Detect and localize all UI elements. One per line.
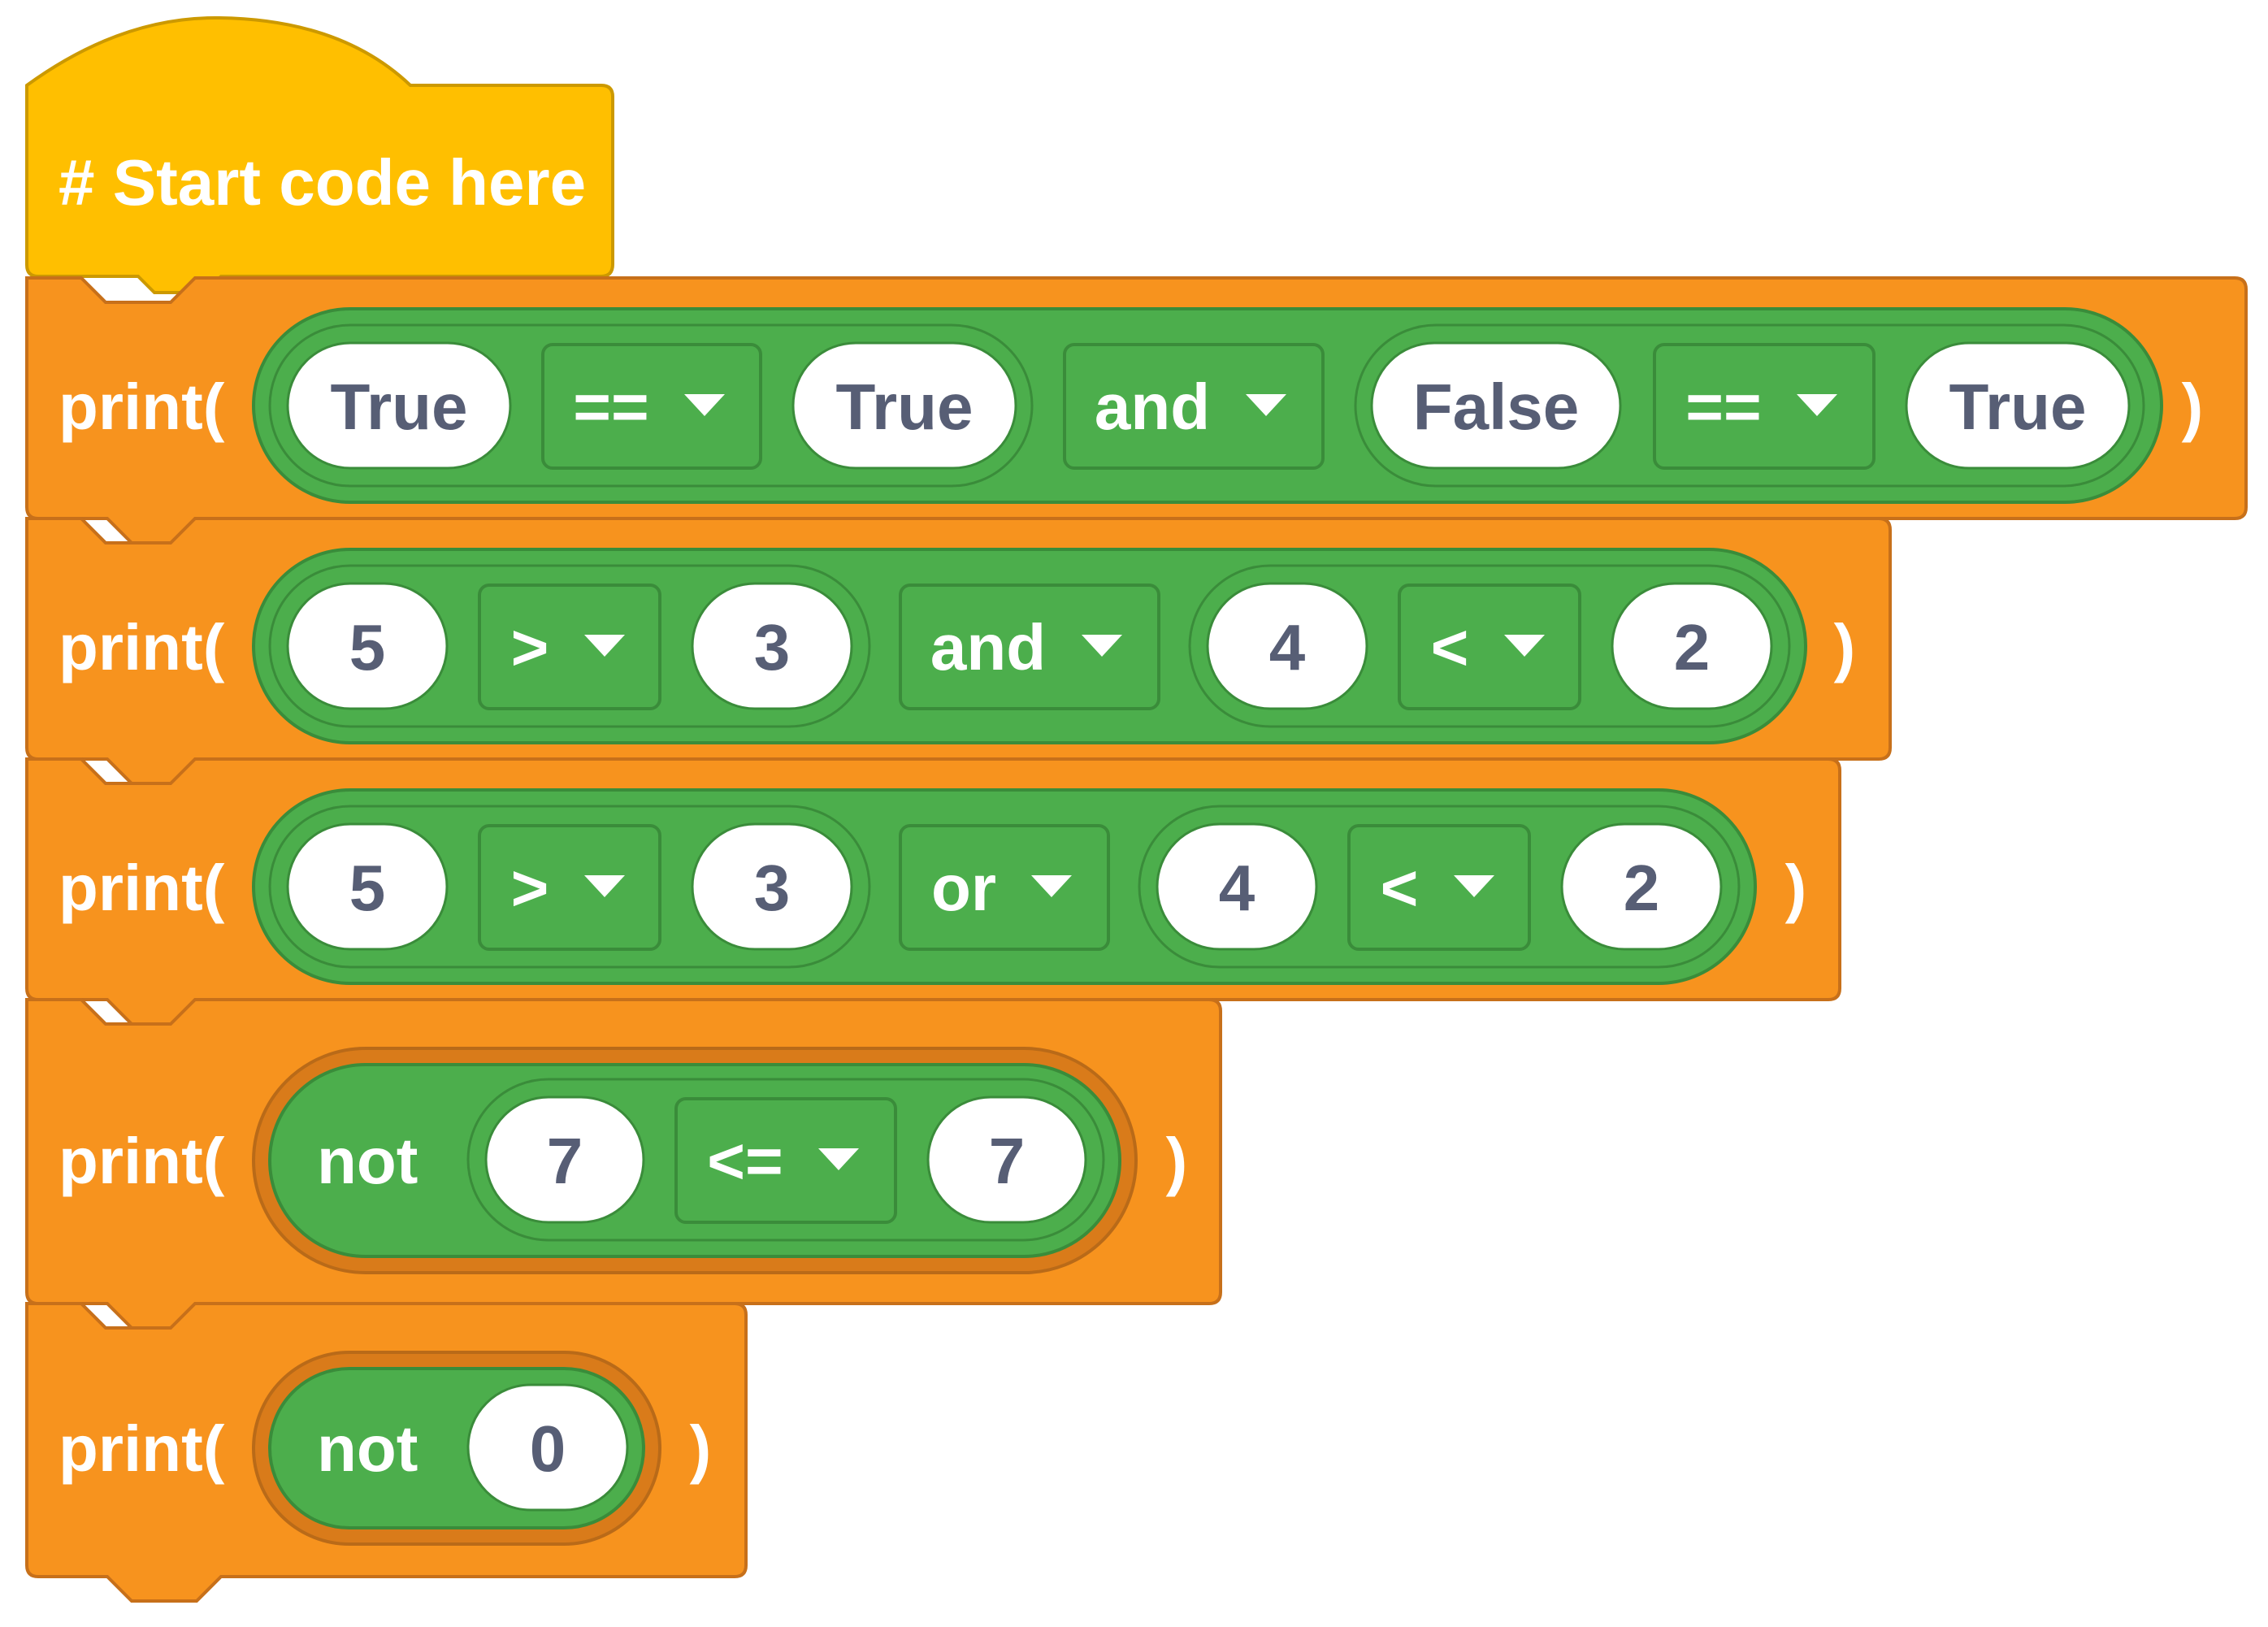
caret-down-icon [1454,875,1494,897]
print-block-1[interactable]: print( True == True and False == True ) [25,276,2248,545]
print-block-5[interactable]: print( not 0 ) [25,1302,748,1603]
value-input[interactable] [926,1096,1087,1224]
value-text: 4 [1269,611,1306,683]
caret-down-icon [684,394,725,416]
caret-down-icon [1246,394,1286,416]
operator-dropdown[interactable] [674,1097,897,1224]
value-input[interactable] [286,822,449,951]
caret-down-icon [1082,635,1122,657]
print-suffix: ) [1785,852,1807,924]
print-suffix: ) [2182,371,2204,443]
print-prefix: print( [59,1412,225,1485]
dropdown-text: and [1095,371,1210,443]
value-input[interactable] [1370,341,1622,470]
operator-dropdown[interactable] [899,824,1110,951]
hat-block-start[interactable]: # Start code here [25,15,614,294]
value-text: 2 [1624,852,1660,924]
value-input[interactable] [691,582,853,710]
print-block-3[interactable]: print( 5 > 3 or 4 < 2 ) [25,757,1841,1026]
value-input[interactable] [1905,341,2131,470]
print-block-4[interactable]: print( not 7 <= 7 ) [25,998,1222,1330]
value-input[interactable] [1206,582,1368,710]
operator-dropdown[interactable] [1063,343,1325,470]
value-text: True [1949,371,2087,443]
print-prefix: print( [59,611,225,683]
dropdown-text: == [1685,371,1761,443]
value-text: 3 [754,852,791,924]
dropdown-text: <= [707,1125,783,1197]
operator-dropdown[interactable] [1398,584,1581,710]
print-suffix: ) [690,1412,712,1485]
caret-down-icon [818,1148,859,1170]
value-input[interactable] [1611,582,1773,710]
value-text: 7 [989,1125,1026,1197]
value-input[interactable] [466,1383,629,1512]
operator-dropdown[interactable] [1347,824,1531,951]
dropdown-text: < [1431,611,1469,683]
value-input[interactable] [484,1096,645,1224]
operator-dropdown[interactable] [899,584,1160,710]
value-text: 2 [1674,611,1711,683]
dropdown-text: == [573,371,648,443]
value-text: 0 [530,1412,566,1485]
value-input[interactable] [286,582,449,710]
caret-down-icon [1031,875,1072,897]
operator-dropdown[interactable] [478,824,661,951]
caret-down-icon [584,635,625,657]
value-text: True [331,371,468,443]
value-input[interactable] [791,341,1017,470]
caret-down-icon [584,875,625,897]
value-text: 4 [1219,852,1255,924]
dropdown-text: < [1381,852,1419,924]
operator-dropdown[interactable] [1653,343,1876,470]
keyword-not: not [317,1125,418,1197]
value-text: True [836,371,974,443]
value-input[interactable] [1560,822,1723,951]
value-input[interactable] [286,341,512,470]
value-input[interactable] [1156,822,1318,951]
value-text: 7 [547,1125,583,1197]
hat-block-label: # Start code here [59,146,586,219]
operator-dropdown[interactable] [478,584,661,710]
print-prefix: print( [59,1125,225,1197]
value-text: 5 [349,852,386,924]
value-text: 3 [754,611,791,683]
dropdown-text: > [511,852,549,924]
print-prefix: print( [59,852,225,924]
print-block-2[interactable]: print( 5 > 3 and 4 < 2 ) [25,517,1892,785]
value-input[interactable] [691,822,853,951]
operator-dropdown[interactable] [541,343,762,470]
print-suffix: ) [1166,1125,1188,1197]
dropdown-text: > [511,611,549,683]
print-suffix: ) [1834,611,1856,683]
print-prefix: print( [59,371,225,443]
value-text: False [1413,371,1580,443]
caret-down-icon [1797,394,1837,416]
keyword-not: not [317,1412,418,1485]
value-text: 5 [349,611,386,683]
caret-down-icon [1504,635,1545,657]
dropdown-text: and [930,611,1046,683]
dropdown-text: or [931,852,996,924]
